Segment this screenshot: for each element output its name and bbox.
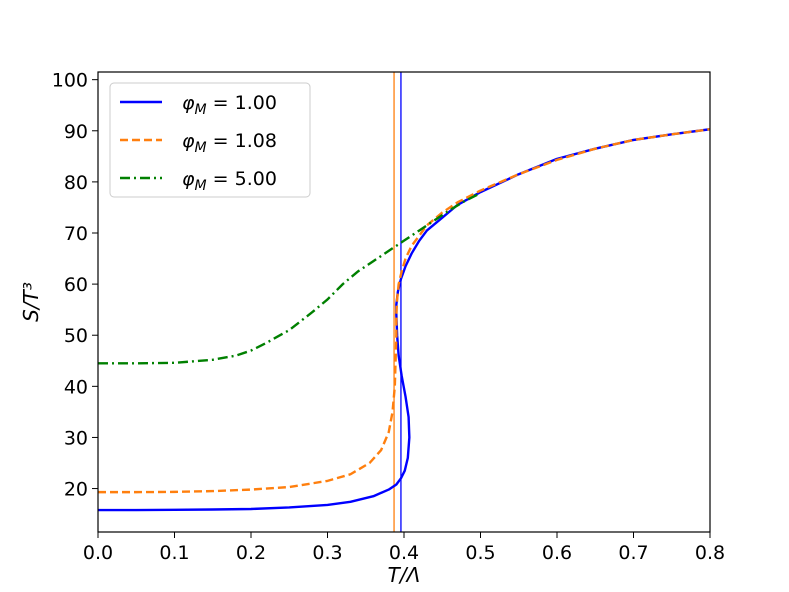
y-tick-label: 100 [52,70,88,92]
y-tick-label: 80 [64,172,88,194]
y-tick-label: 50 [64,325,88,347]
series-line-3 [98,192,482,365]
series-line-2 [98,128,710,494]
legend: φM = 1.00 φM = 1.08 φM = 5.00 [109,82,311,198]
legend-entry-label: φM = 5.00 [182,168,277,194]
y-tick-label: 90 [64,121,88,143]
y-tick-label: 70 [64,223,88,245]
x-tick-label: 0.5 [465,542,495,564]
x-tick-label: 0.6 [542,542,572,564]
x-tick-label: 0.7 [618,542,648,564]
x-tick-label: 0.3 [312,542,342,564]
series-line-1 [98,128,710,512]
x-tick-label: 0.1 [159,542,189,564]
y-tick-label: 40 [64,376,88,398]
x-tick-label: 0.2 [236,542,266,564]
legend-entry-label: φM = 1.08 [182,130,277,156]
y-tick-label: 20 [64,479,88,501]
legend-entry-label: φM = 1.00 [182,92,277,118]
y-tick-label: 30 [64,427,88,449]
legend-box [109,82,311,198]
x-tick-label: 0.8 [695,542,725,564]
y-tick-label: 60 [64,274,88,296]
x-axis-label: T/Λ [388,563,421,587]
x-tick-label: 0.0 [83,542,113,564]
y-axis-label: S/T³ [19,282,43,322]
x-tick-label: 0.4 [389,542,419,564]
